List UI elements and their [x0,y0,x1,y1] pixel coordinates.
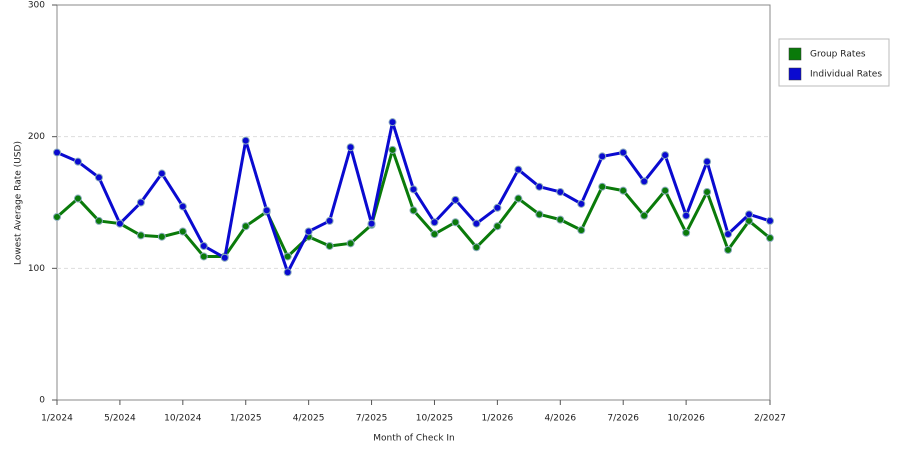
point [283,252,292,261]
y-tick-label: 100 [28,264,45,274]
point [388,118,397,127]
x-tick-label: 7/2026 [607,414,639,424]
point [577,226,586,235]
point [535,210,544,219]
x-tick-label: 4/2025 [293,414,325,424]
point [535,182,544,191]
point [409,206,418,215]
legend-swatch [788,67,802,81]
x-tick-label: 10/2025 [416,414,453,424]
point [493,203,502,212]
point [73,194,82,203]
series-line [56,120,771,274]
x-tick-label: 5/2024 [104,414,136,424]
point [472,219,481,228]
point [346,239,355,248]
point [409,185,418,194]
point [493,222,502,231]
point [199,241,208,250]
x-tick-label: 4/2026 [544,414,576,424]
x-axis-label: Month of Check In [373,434,455,444]
legend-label: Group Rates [810,50,866,60]
point [451,195,460,204]
point [178,227,187,236]
point [94,216,103,225]
point [283,268,292,277]
point [766,234,774,243]
point [598,182,607,191]
x-tick-label: 2/2027 [754,414,786,424]
point [682,228,691,237]
x-tick-label: 10/2024 [164,414,202,424]
point [703,187,712,196]
point [53,212,61,221]
legend-label: Individual Rates [810,70,882,80]
series-line [56,148,771,258]
point [220,253,229,262]
point [430,218,439,227]
point [451,218,460,227]
x-tick-label: 1/2025 [230,414,262,424]
point [388,145,397,154]
point [325,216,334,225]
point [115,219,124,228]
point [178,202,187,211]
y-tick-label: 200 [28,132,45,142]
x-tick-label: 1/2026 [482,414,514,424]
point [514,194,523,203]
point [640,177,649,186]
x-tick-label: 1/2024 [41,414,73,424]
point [157,232,166,241]
legend-swatch [788,47,802,61]
y-tick-label: 0 [39,396,45,406]
y-axis-label: Lowest Average Rate (USD) [14,141,24,265]
point [304,227,313,236]
point [53,148,61,157]
point [514,165,523,174]
point [640,211,649,220]
x-tick-label: 7/2025 [356,414,388,424]
point [724,230,733,239]
point [724,245,733,254]
y-tick-label: 300 [28,1,45,11]
point [619,186,628,195]
point [661,186,670,195]
point [430,230,439,239]
point [346,143,355,152]
point [325,241,334,250]
point [262,206,271,215]
point [661,151,670,160]
point [136,231,145,240]
point [619,148,628,157]
point [556,215,565,224]
x-tick-label: 10/2026 [667,414,705,424]
point [745,210,754,219]
point [136,198,145,207]
point [556,187,565,196]
point [199,252,208,261]
point [367,219,376,228]
point [577,199,586,208]
point [241,136,250,145]
point [682,211,691,220]
point [766,216,774,225]
point [703,157,712,166]
point [472,243,481,252]
point [241,222,250,231]
point [598,152,607,161]
point [157,169,166,178]
point [94,173,103,182]
plot-frame [56,4,771,401]
point [73,157,82,166]
